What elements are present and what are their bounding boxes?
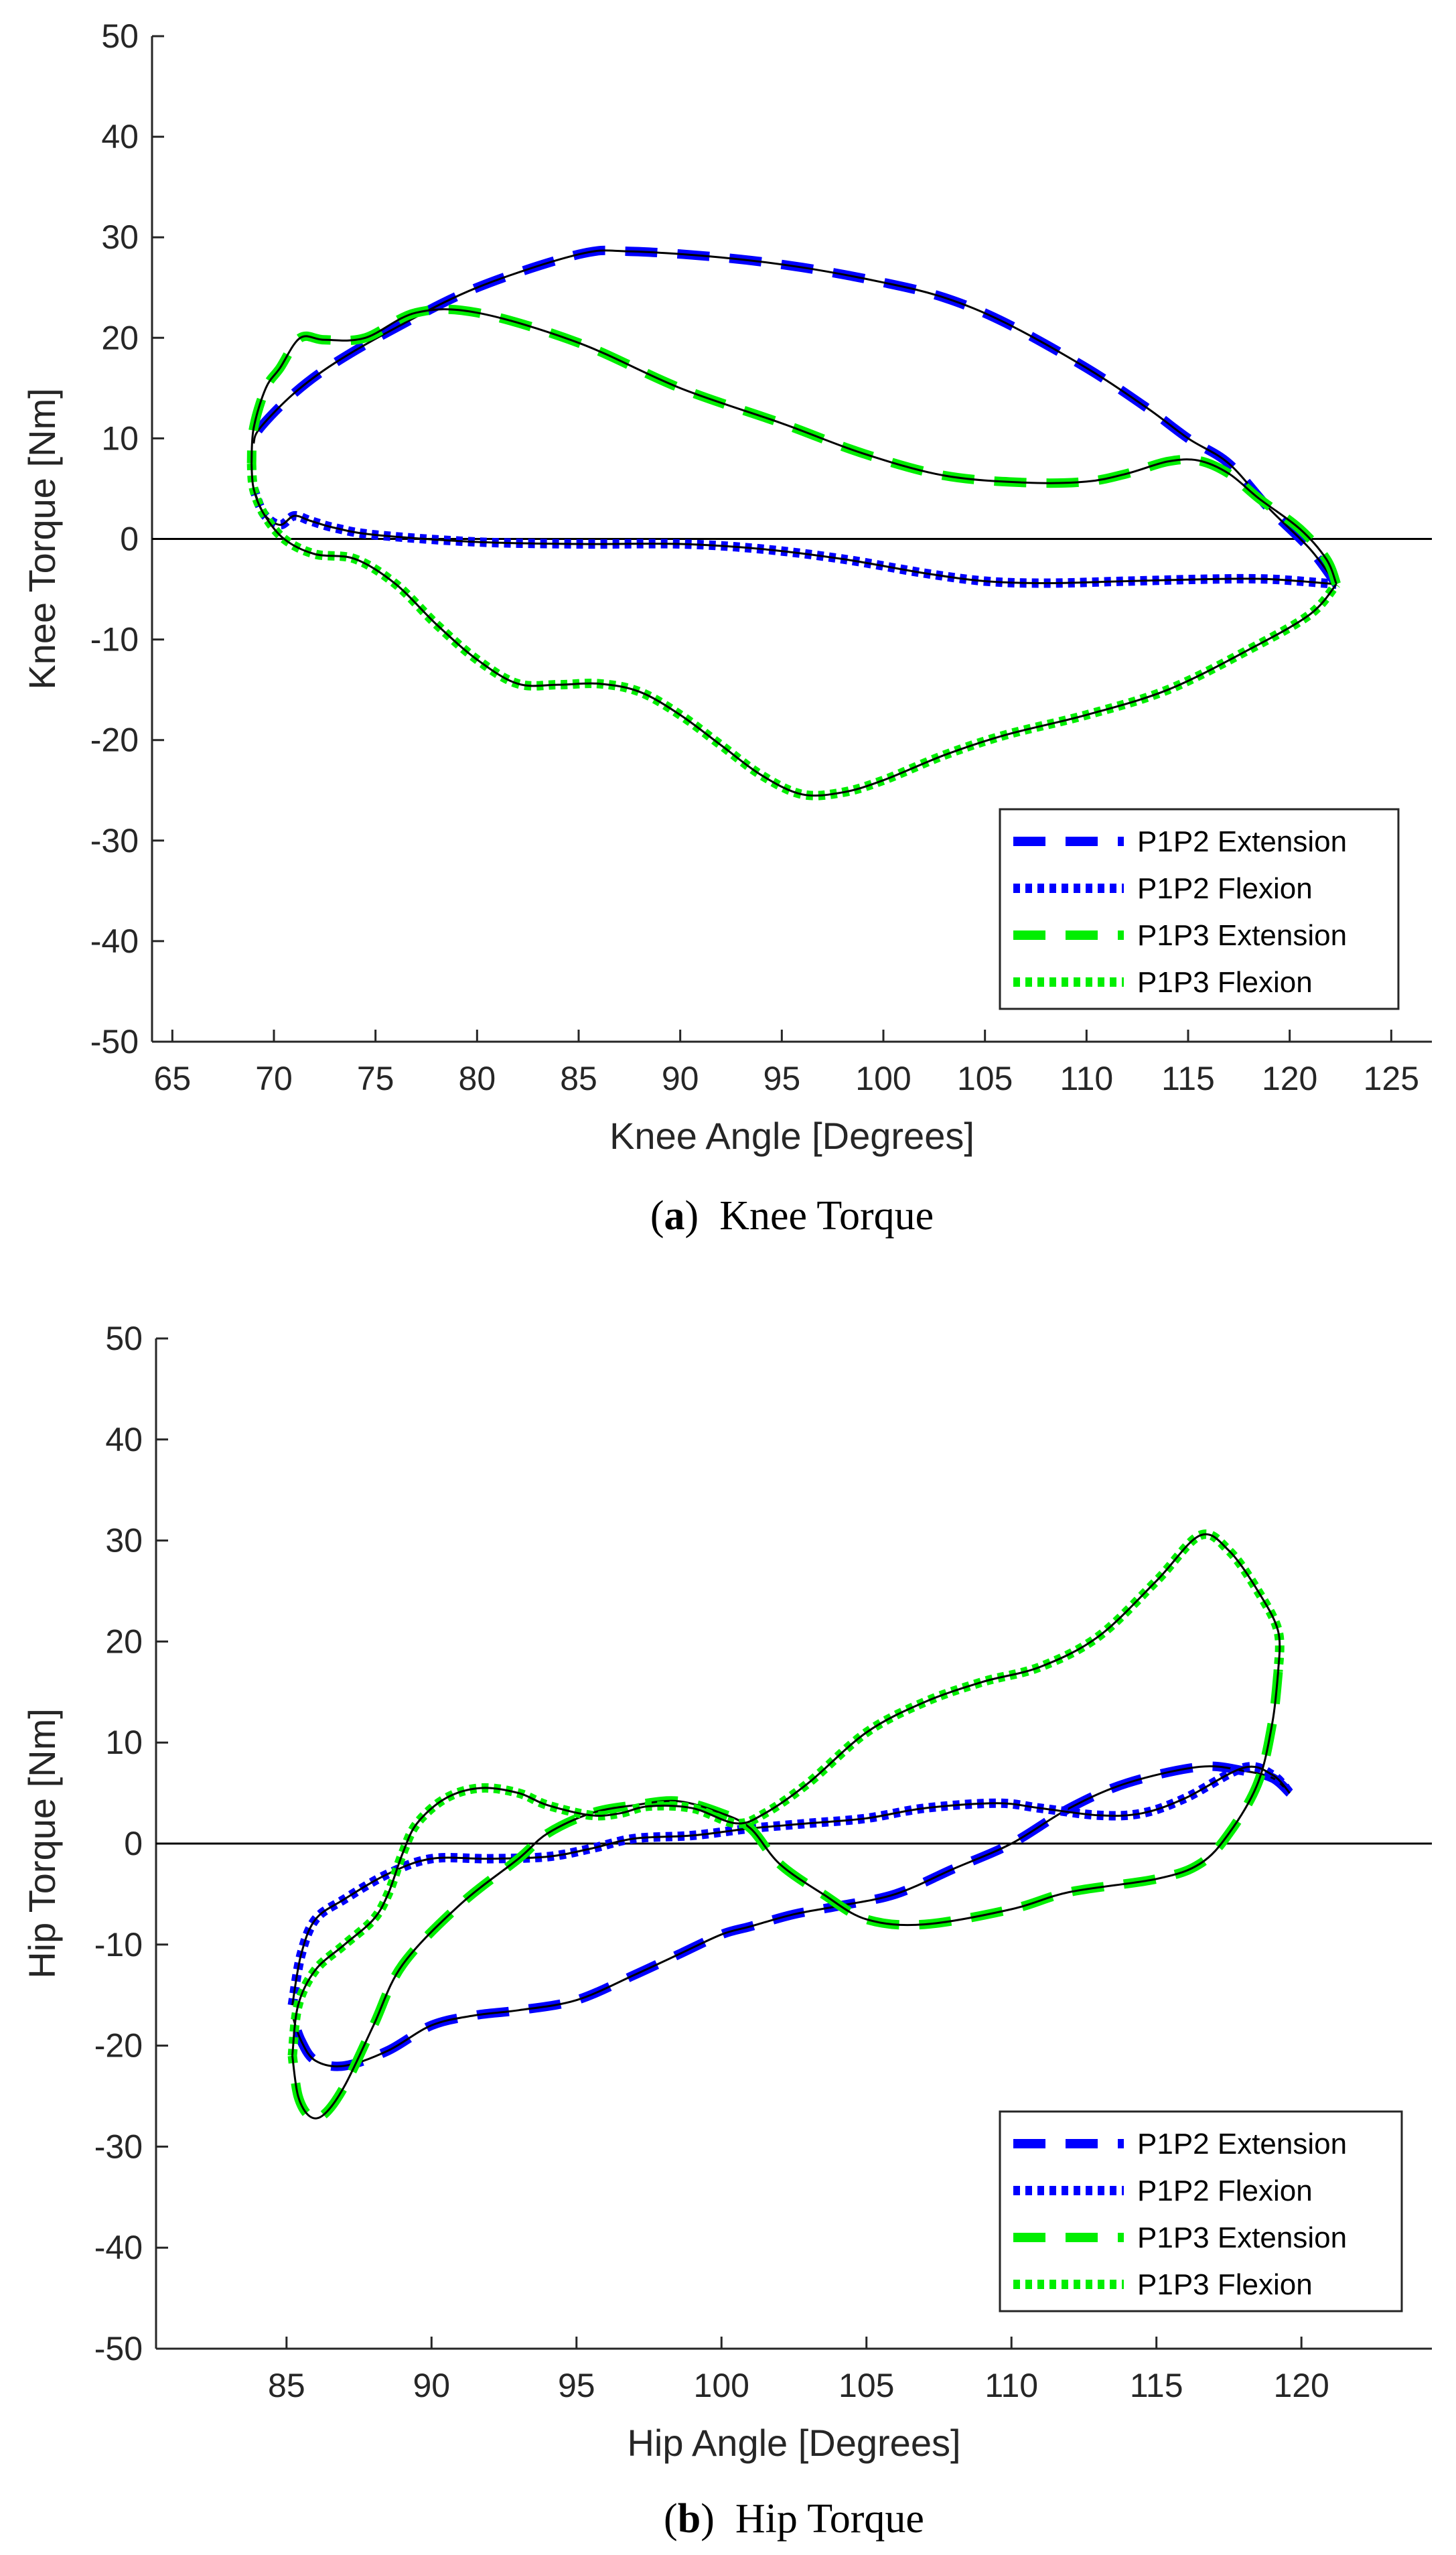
y-tick-label: 30 [101, 218, 139, 256]
y-axis-label: Knee Torque [Nm] [21, 388, 63, 689]
x-tick-label: 105 [839, 2367, 894, 2404]
y-tick-label: -20 [94, 2027, 143, 2065]
x-tick-label: 90 [413, 2367, 450, 2404]
y-tick-label: -40 [94, 2229, 143, 2266]
series-p1p2-flexion [249, 486, 1337, 589]
y-tick-label: -30 [94, 2128, 143, 2165]
caption-paren-close: ) [685, 1193, 720, 1239]
y-tick-label: -20 [90, 721, 139, 759]
series-p1p3-extension-centerline [250, 308, 1337, 585]
x-tick-label: 115 [1130, 2367, 1183, 2404]
caption-letter: b [678, 2496, 701, 2542]
y-tick-label: -30 [90, 822, 139, 859]
y-tick-label: 10 [101, 419, 139, 457]
y-tick-label: -50 [94, 2330, 143, 2367]
y-tick-label: 40 [101, 118, 139, 155]
x-tick-label: 110 [1060, 1060, 1113, 1097]
series-p1p2-flexion-centerline [252, 488, 1337, 585]
x-tick-label: 85 [560, 1060, 597, 1097]
x-tick-label: 110 [985, 2367, 1038, 2404]
x-tick-label: 95 [763, 1060, 801, 1097]
x-axis-label: Hip Angle [Degrees] [627, 2422, 960, 2464]
legend-entry: P1P3 Extension [1137, 919, 1347, 952]
chart-knee: -50 -40 -30 -20 -10 0 10 20 30 40 50 65 70 75 80 85 90 95… [21, 17, 1432, 1239]
y-tick-label: -50 [90, 1023, 139, 1060]
legend-entry: P1P2 Flexion [1137, 2174, 1313, 2207]
legend-entry: P1P2 Extension [1137, 825, 1347, 858]
series-p1p2-extension-centerline [252, 249, 1337, 585]
legend: P1P2 Extension P1P2 Flexion P1P3 Extension… [999, 2110, 1403, 2312]
x-tick-label: 120 [1273, 2367, 1329, 2404]
series-p1p3-flexion [246, 463, 1340, 801]
x-tick-label: 100 [694, 2367, 749, 2404]
y-tick-label: -10 [94, 1926, 143, 1963]
y-tick-label: 10 [105, 1724, 143, 1761]
legend-entry: P1P3 Flexion [1137, 966, 1313, 999]
y-tick-label: 40 [105, 1421, 143, 1458]
x-tick-label: 100 [855, 1060, 911, 1097]
y-tick-label: -10 [90, 621, 139, 659]
y-axis-label: Hip Torque [Nm] [21, 1708, 63, 1979]
series-p1p2-extension [248, 245, 1341, 588]
y-tick-label: 20 [105, 1622, 143, 1660]
x-tick-label: 65 [154, 1060, 192, 1097]
x-tick-label: 105 [957, 1060, 1013, 1097]
series-p1p3-flexion-centerline [291, 1533, 1281, 2056]
y-tick-label: -40 [90, 922, 139, 960]
caption-paren-open: ( [664, 2496, 678, 2542]
y-tick-label: 30 [105, 1522, 143, 1560]
figure-caption: (a) Knee Torque [650, 1193, 934, 1239]
x-tick-label: 75 [357, 1060, 394, 1097]
series-p1p3-extension [287, 1671, 1283, 2124]
caption-text: Knee Torque [719, 1193, 934, 1239]
legend: P1P2 Extension P1P2 Flexion P1P3 Extension… [999, 808, 1400, 1010]
y-tick-label: 50 [105, 1320, 143, 1357]
series-p1p3-extension [246, 304, 1341, 586]
series-p1p3-flexion [287, 1529, 1285, 2057]
legend-entry: P1P3 Extension [1137, 2221, 1347, 2254]
x-axis-label: Knee Angle [Degrees] [609, 1115, 974, 1157]
chart-hip: -50 -40 -30 -20 -10 0 10 20 30 40 50 85 90 95 100 105 11… [21, 1320, 1432, 2542]
y-tick-label: 50 [101, 17, 139, 55]
caption-text: Hip Torque [735, 2496, 924, 2542]
legend-entry: P1P3 Flexion [1137, 2268, 1313, 2301]
caption-paren-open: ( [650, 1193, 664, 1239]
x-tick-label: 115 [1161, 1060, 1215, 1097]
x-tick-label: 90 [662, 1060, 699, 1097]
y-tick-label: 0 [120, 521, 139, 558]
caption-paren-close: ) [701, 2496, 735, 2542]
y-tick-label: 0 [124, 1825, 143, 1862]
x-tick-label: 70 [255, 1060, 293, 1097]
series-p1p2-extension-centerline [291, 1765, 1291, 2068]
legend-entry: P1P2 Extension [1137, 2128, 1347, 2160]
x-tick-label: 125 [1364, 1060, 1419, 1097]
x-tick-label: 80 [459, 1060, 496, 1097]
series-p1p3-flexion-centerline [250, 463, 1337, 797]
x-tick-label: 85 [268, 2367, 305, 2404]
legend-entry: P1P2 Flexion [1137, 872, 1313, 905]
series-p1p3-extension-centerline [291, 1671, 1279, 2120]
figure-caption: (b) Hip Torque [664, 2496, 924, 2542]
y-tick-label: 20 [101, 319, 139, 356]
caption-letter: a [664, 1193, 685, 1239]
x-tick-label: 95 [558, 2367, 595, 2404]
x-tick-label: 120 [1262, 1060, 1317, 1097]
